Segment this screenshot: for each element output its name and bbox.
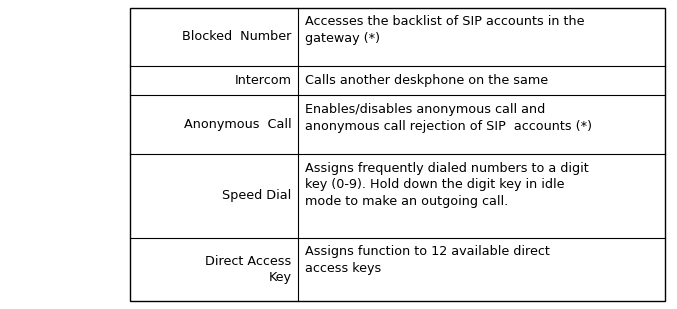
Bar (130, 8, 665, 301)
Text: Enables/disables anonymous call and
anonymous call rejection of SIP  accounts (*: Enables/disables anonymous call and anon… (305, 103, 592, 133)
Text: Calls another deskphone on the same: Calls another deskphone on the same (305, 74, 548, 87)
Text: Direct Access
Key: Direct Access Key (205, 255, 292, 284)
Text: Assigns frequently dialed numbers to a digit
key (0-9). Hold down the digit key : Assigns frequently dialed numbers to a d… (305, 162, 589, 208)
Text: Speed Dial: Speed Dial (223, 189, 292, 202)
Text: Anonymous  Call: Anonymous Call (184, 118, 292, 131)
Text: Blocked  Number: Blocked Number (182, 31, 292, 44)
Text: Assigns function to 12 available direct
access keys: Assigns function to 12 available direct … (305, 245, 550, 275)
Text: Accesses the backlist of SIP accounts in the
gateway (*): Accesses the backlist of SIP accounts in… (305, 15, 585, 45)
Text: Intercom: Intercom (235, 74, 292, 87)
